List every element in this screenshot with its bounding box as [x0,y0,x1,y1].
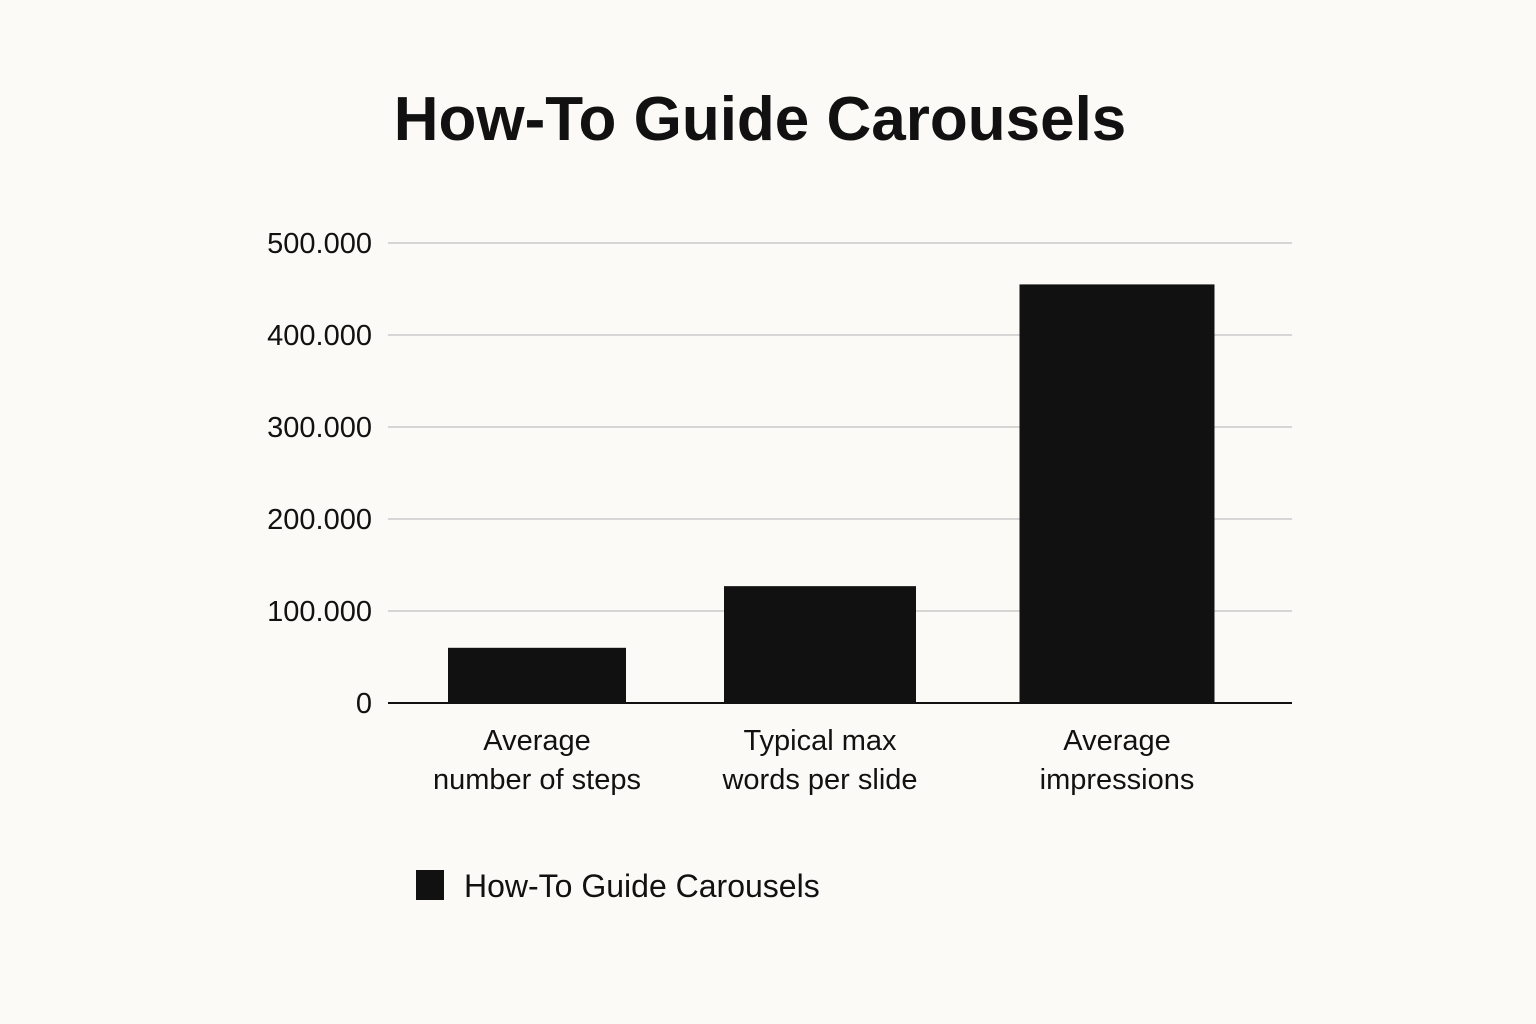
x-category-label: Average number of steps [433,725,641,796]
x-category-label-line: Average [483,725,591,757]
y-tick-label: 300.000 [267,412,372,444]
x-category-label: Average impressions [1040,725,1195,796]
chart-title: How-To Guide Carousels [394,85,1127,154]
x-category-label-line: number of steps [433,764,641,796]
x-category-label-line: Typical max [743,725,897,757]
x-category-label-line: words per slide [721,764,917,796]
x-category-label-line: Average [1063,725,1171,757]
x-axis-category-labels: Average number of steps Typical max words p… [433,725,1194,796]
legend-swatch [416,870,444,900]
bar [724,586,916,703]
y-tick-label: 500.000 [267,228,372,260]
y-tick-label: 100.000 [267,596,372,628]
legend-label: How-To Guide Carousels [464,868,820,904]
y-tick-label: 400.000 [267,320,372,352]
y-axis-tick-labels: 0 100.000 200.000 300.000 400.000 500.000 [267,228,372,720]
y-tick-label: 0 [356,688,372,720]
x-category-label-line: impressions [1040,764,1195,796]
x-category-label: Typical max words per slide [721,725,917,796]
bar [1019,284,1215,703]
bar [448,647,626,703]
legend: How-To Guide Carousels [416,868,820,904]
bars [448,284,1215,703]
y-tick-label: 200.000 [267,504,372,536]
